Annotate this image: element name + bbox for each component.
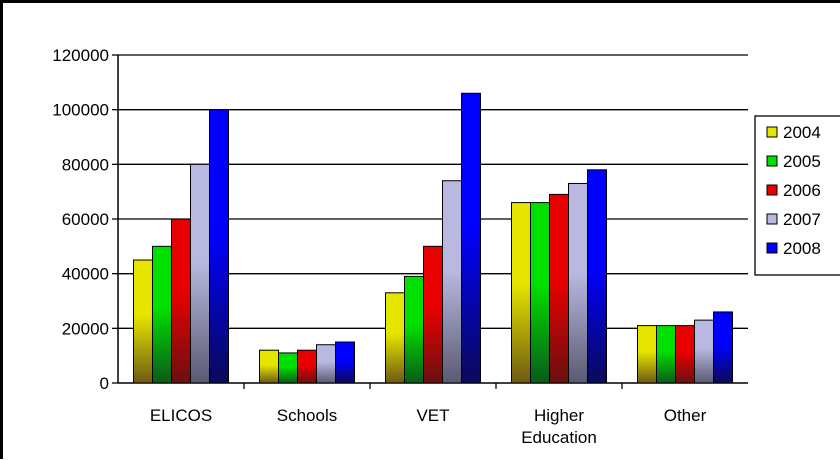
bar-2006 bbox=[549, 193, 569, 384]
y-tick-label: 80000 bbox=[62, 155, 109, 174]
bar-2007 bbox=[568, 182, 588, 384]
y-tick-label: 0 bbox=[100, 374, 109, 393]
bar-2008 bbox=[335, 341, 355, 384]
bar-2008 bbox=[587, 169, 607, 384]
bars bbox=[133, 92, 733, 384]
y-tick-label: 100000 bbox=[52, 101, 109, 120]
legend-label: 2005 bbox=[783, 152, 821, 171]
legend-swatch bbox=[766, 242, 778, 254]
legend-label: 2007 bbox=[783, 210, 821, 229]
legend-label: 2008 bbox=[783, 239, 821, 258]
y-tick-label: 60000 bbox=[62, 210, 109, 229]
x-tick-label: ELICOS bbox=[150, 406, 212, 425]
x-tick-label: Higher Education bbox=[521, 406, 597, 447]
x-tick-label: Other bbox=[664, 406, 707, 425]
legend-swatch bbox=[766, 184, 778, 196]
bar-2008 bbox=[209, 109, 229, 384]
tick-labels: 0 20000 40000 60000 80000 100000 120000 ELICOS S… bbox=[52, 46, 706, 447]
legend-swatch bbox=[766, 126, 778, 138]
bar-2008 bbox=[461, 92, 481, 384]
bar-2007 bbox=[316, 344, 336, 384]
bar-2008 bbox=[713, 311, 733, 384]
bar-2007 bbox=[442, 180, 462, 384]
legend-label: 2004 bbox=[783, 123, 821, 142]
bar-2005 bbox=[278, 352, 298, 384]
bar-2005 bbox=[404, 275, 424, 384]
legend-swatch bbox=[766, 155, 778, 167]
bar-2006 bbox=[423, 245, 443, 384]
legend-label: 2006 bbox=[783, 181, 821, 200]
legend: 2004 2005 2006 2007 2008 bbox=[754, 115, 840, 276]
bar-chart: 0 20000 40000 60000 80000 100000 120000 ELICOS S… bbox=[52, 46, 840, 447]
x-tick-label: Schools bbox=[277, 406, 337, 425]
bar-2007 bbox=[190, 163, 210, 384]
bar-2007 bbox=[694, 319, 714, 384]
bar-2004 bbox=[511, 202, 531, 384]
y-tick-label: 120000 bbox=[52, 46, 109, 65]
bar-2005 bbox=[656, 325, 676, 384]
bar-2004 bbox=[133, 259, 153, 384]
bar-2005 bbox=[530, 202, 550, 384]
bar-2006 bbox=[297, 349, 317, 384]
y-tick-label: 40000 bbox=[62, 265, 109, 284]
bar-2004 bbox=[385, 292, 405, 384]
bar-2004 bbox=[259, 349, 279, 384]
y-tick-label: 20000 bbox=[62, 319, 109, 338]
bar-2004 bbox=[637, 325, 657, 384]
bar-2005 bbox=[152, 245, 172, 384]
legend-swatch bbox=[766, 213, 778, 225]
bar-2006 bbox=[675, 325, 695, 384]
bar-2006 bbox=[171, 218, 191, 384]
x-tick-label: VET bbox=[416, 406, 449, 425]
